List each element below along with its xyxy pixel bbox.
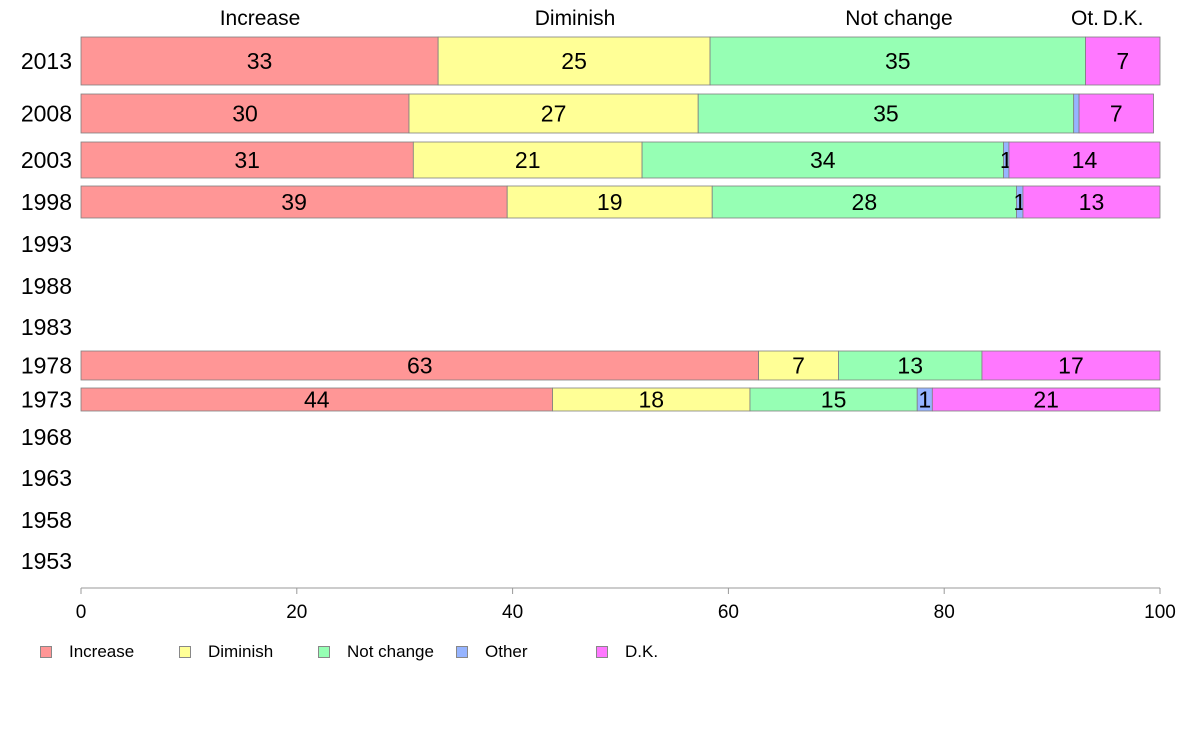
bar-segment-d-k-2013 [1085,36,1161,86]
x-tick-label-20: 20 [286,602,307,623]
data-label-increase-1978: 63 [407,353,433,379]
bar-segment-increase-2003 [80,141,414,179]
year-label-1993: 1993 [21,231,72,257]
legend-label-other: Other [485,642,528,661]
year-label-2008: 2008 [21,101,72,127]
legend-swatch-dk [596,646,608,658]
chart-canvas: Increase Diminish Not change Ot. D.K.2013 33 2… [21,7,1176,623]
data-label-other-1973: 1 [918,387,931,413]
year-label-1968: 1968 [21,424,72,450]
year-label-1983: 1983 [21,314,72,340]
bar-segment-increase-2008 [80,93,410,134]
chart-legend: Increase Diminish Not change Other D.K. [0,640,1188,664]
year-label-1998: 1998 [21,189,72,215]
bar-segment-other-2008 [1073,93,1080,134]
data-label-diminish-1973: 18 [638,387,664,413]
data-label-diminish-2013: 25 [561,48,587,74]
bar-segment-not-change-2008 [697,93,1075,134]
bar-segment-not-change-2013 [709,36,1086,86]
column-header-not-change: Not change [845,7,952,30]
data-label-not-change-1998: 28 [852,189,878,215]
data-label-diminish-1998: 19 [597,189,623,215]
column-header-increase: Increase [220,7,301,30]
bar-segment-diminish-1998 [506,185,713,219]
year-label-1953: 1953 [21,548,72,574]
legend-item-not-change: Not change [318,640,434,664]
bar-segment-d-k-1998 [1022,185,1161,219]
data-label-increase-1973: 44 [304,387,330,413]
bar-segment-increase-2013 [80,36,439,86]
bar-segment-increase-1978 [80,350,760,381]
data-label-not-change-1978: 13 [897,353,923,379]
bar-segment-d-k-2008 [1078,93,1154,134]
legend-item-dk: D.K. [596,640,658,664]
column-header-diminish: Diminish [535,7,616,30]
legend-label-diminish: Diminish [208,642,274,661]
x-tick-label-100: 100 [1144,602,1176,623]
legend-item-increase: Increase [40,640,134,664]
legend-label-not-change: Not change [347,642,434,661]
data-label-not-change-2003: 34 [810,147,836,173]
data-label-d-k-1973: 21 [1033,387,1059,413]
legend-swatch-other [456,646,468,658]
legend-swatch-diminish [179,646,191,658]
legend-item-diminish: Diminish [179,640,273,664]
bar-segment-diminish-2013 [437,36,711,86]
data-label-diminish-2008: 27 [541,101,567,127]
data-label-d-k-2013: 7 [1116,48,1129,74]
bar-segment-diminish-2003 [412,141,643,179]
data-label-not-change-2008: 35 [873,101,899,127]
data-label-increase-2013: 33 [247,48,273,74]
data-label-increase-2003: 31 [234,147,260,173]
bar-segment-diminish-1978 [758,350,839,381]
data-label-d-k-2003: 14 [1072,147,1098,173]
column-header-ot: Ot. [1071,7,1099,30]
x-tick-label-0: 0 [76,602,87,623]
bar-segment-d-k-2003 [1008,141,1161,179]
year-label-2003: 2003 [21,147,72,173]
x-tick-label-40: 40 [502,602,523,623]
x-tick-label-60: 60 [718,602,739,623]
year-label-1973: 1973 [21,387,72,413]
data-label-not-change-2013: 35 [885,48,911,74]
column-header-d-k: D.K. [1103,7,1144,30]
legend-swatch-not-change [318,646,330,658]
data-label-increase-2008: 30 [232,101,258,127]
bar-segment-diminish-2008 [408,93,699,134]
year-label-1988: 1988 [21,273,72,299]
x-tick-label-80: 80 [934,602,955,623]
bar-segment-increase-1998 [80,185,508,219]
legend-label-increase: Increase [69,642,135,661]
data-label-d-k-1998: 13 [1079,189,1105,215]
bar-segment-not-change-1978 [838,350,983,381]
data-label-diminish-1978: 7 [792,353,805,379]
data-label-d-k-1978: 17 [1058,353,1084,379]
year-label-1978: 1978 [21,353,72,379]
year-label-1963: 1963 [21,465,72,491]
bar-segment-d-k-1973 [931,387,1161,412]
legend-label-dk: D.K. [625,642,659,661]
data-label-increase-1998: 39 [281,189,307,215]
year-label-1958: 1958 [21,507,72,533]
bar-segment-d-k-1978 [981,350,1161,381]
year-label-2013: 2013 [21,48,72,74]
data-label-d-k-2008: 7 [1110,101,1123,127]
data-label-not-change-1973: 15 [821,387,847,413]
legend-swatch-increase [40,646,52,658]
bar-segment-not-change-1998 [711,185,1017,219]
legend-item-other: Other [456,640,528,664]
data-label-diminish-2003: 21 [515,147,541,173]
